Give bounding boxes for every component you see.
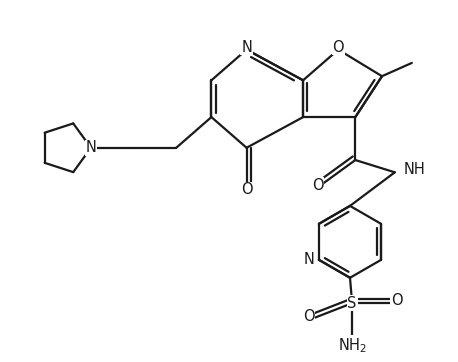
Text: O: O	[241, 182, 252, 197]
Text: N: N	[241, 40, 252, 55]
Text: N: N	[304, 252, 315, 267]
Text: NH$_2$: NH$_2$	[338, 336, 367, 355]
Text: O: O	[333, 40, 344, 55]
Text: O: O	[391, 293, 403, 308]
Text: NH: NH	[403, 162, 425, 177]
Text: O: O	[312, 178, 323, 193]
Text: O: O	[303, 308, 315, 324]
Text: N: N	[86, 140, 96, 155]
Text: S: S	[348, 296, 357, 311]
